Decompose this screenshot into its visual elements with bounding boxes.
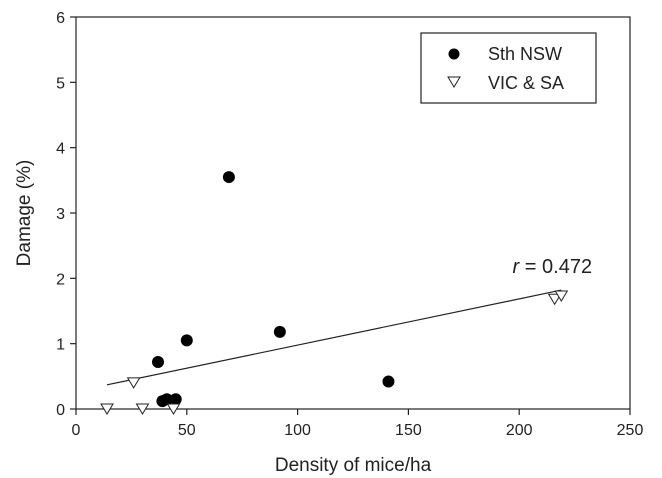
- x-tick-label: 200: [506, 422, 533, 439]
- y-tick-label: 2: [56, 271, 65, 288]
- point-vic-sa: [100, 403, 114, 415]
- y-tick-label: 4: [56, 141, 65, 158]
- x-tick-label: 100: [284, 422, 311, 439]
- point-vic-sa: [554, 290, 569, 302]
- x-axis-ticks: 0 50 100 150 200 250: [72, 409, 644, 439]
- legend: Sth NSW VIC & SA: [420, 32, 597, 104]
- y-tick-label: 0: [56, 402, 65, 419]
- correlation-value: = 0.472: [519, 256, 592, 278]
- regression-line: [106, 289, 562, 386]
- legend-marker-vic-sa: [447, 76, 461, 88]
- x-tick-label: 0: [72, 422, 81, 439]
- point-sth-nsw: [180, 334, 193, 347]
- correlation-symbol: r: [513, 256, 521, 278]
- y-axis-ticks: 0 1 2 3 4 5 6: [56, 10, 76, 419]
- point-sth-nsw: [222, 171, 235, 184]
- point-vic-sa: [126, 377, 141, 389]
- point-sth-nsw: [273, 325, 286, 338]
- point-vic-sa: [547, 293, 562, 306]
- x-axis-title: Density of mice/ha: [275, 455, 432, 476]
- point-sth-nsw: [382, 375, 395, 388]
- x-tick-label: 150: [395, 422, 422, 439]
- data-points: [100, 171, 569, 415]
- point-sth-nsw: [160, 393, 173, 406]
- y-tick-label: 3: [56, 206, 65, 223]
- point-vic-sa: [135, 403, 150, 415]
- point-sth-nsw: [151, 355, 164, 368]
- legend-marker-sth-nsw: [448, 48, 460, 60]
- y-tick-label: 6: [56, 10, 65, 27]
- legend-label-sth-nsw: Sth NSW: [488, 44, 562, 64]
- x-tick-label: 50: [178, 422, 196, 439]
- y-tick-label: 5: [56, 75, 65, 92]
- legend-label-vic-sa: VIC & SA: [488, 73, 564, 93]
- legend-box: [420, 32, 597, 104]
- correlation-annotation: r = 0.472: [513, 256, 593, 278]
- point-vic-sa: [166, 403, 181, 415]
- x-tick-label: 250: [617, 422, 644, 439]
- point-sth-nsw: [169, 393, 182, 406]
- y-tick-label: 1: [56, 337, 65, 354]
- y-axis-title: Damage (%): [14, 160, 35, 267]
